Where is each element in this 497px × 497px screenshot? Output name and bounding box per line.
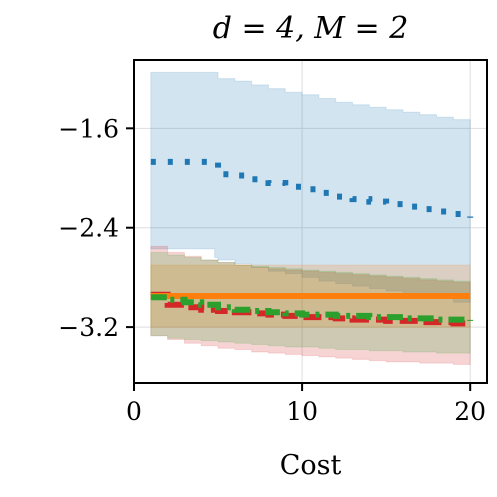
chart-title: d = 4, M = 2: [213, 11, 409, 46]
ticks: 0 10 20 −1.6 −2.4 −3.2: [58, 114, 486, 426]
x-tick-label: 10: [286, 397, 318, 426]
confidence-band: [150, 252, 471, 354]
confidence-band: [150, 245, 471, 365]
x-tick-label: 0: [126, 397, 142, 426]
x-axis-title: Cost: [280, 450, 342, 481]
series-line: [150, 294, 474, 323]
x-tick-label: 20: [454, 397, 486, 426]
plot-frame: [133, 59, 488, 384]
series-lines: [150, 158, 474, 327]
y-tick-label: −3.2: [58, 313, 119, 342]
y-tick-label: −1.6: [58, 114, 119, 143]
y-tick-label: −2.4: [58, 214, 119, 243]
